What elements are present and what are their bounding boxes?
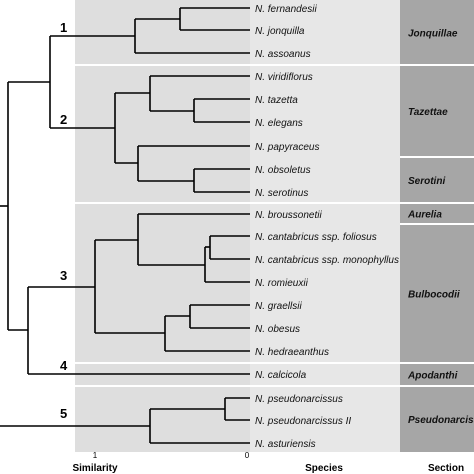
cluster-number: 4 [60, 358, 68, 373]
section-label: Pseudonarcissi [408, 415, 474, 426]
section-label: Aurelia [407, 210, 442, 221]
species-label: N. obesus [255, 324, 300, 335]
species-label: N. jonquilla [255, 26, 305, 37]
species-axis-label: Species [305, 463, 343, 474]
cluster-bands [75, 0, 400, 452]
section-label: Serotini [408, 176, 445, 187]
section-column: Jonquillae Tazettae Serotini Aurelia Bulboco… [400, 0, 474, 452]
species-label: N. broussonetii [255, 210, 322, 221]
species-label: N. cantabricus ssp. monophyllus [255, 255, 399, 266]
tick-left: 1 [93, 451, 98, 460]
species-label: N. elegans [255, 118, 303, 129]
species-label: N. viridiflorus [255, 72, 313, 83]
cluster-number: 5 [60, 406, 67, 421]
species-label: N. cantabricus ssp. foliosus [255, 232, 377, 243]
species-label: N. serotinus [255, 188, 308, 199]
species-band [250, 386, 400, 452]
section-block [400, 386, 474, 452]
section-block [400, 363, 474, 386]
cluster-band [75, 386, 400, 452]
species-label: N. papyraceus [255, 142, 319, 153]
section-label: Apodanthi [407, 371, 458, 382]
section-block [400, 157, 474, 203]
species-label: N. romieuxii [255, 278, 309, 289]
species-label: N. fernandesii [255, 4, 317, 15]
similarity-axis-label: Similarity [72, 463, 117, 474]
section-label: Tazettae [408, 107, 448, 118]
species-band [250, 0, 400, 65]
cluster-number: 1 [60, 20, 67, 35]
species-band [250, 363, 400, 386]
species-label: N. assoanus [255, 49, 311, 60]
species-band [250, 203, 400, 363]
species-label: N. pseudonarcissus [255, 394, 343, 405]
species-labels: N. fernandesii N. jonquilla N. assoanus N. … [255, 4, 399, 450]
section-block [400, 203, 474, 224]
section-block [400, 0, 474, 65]
cluster-numbers: 1 2 3 4 5 [60, 20, 68, 421]
tick-right: 0 [245, 451, 250, 460]
dendrogram-branches [0, 7, 250, 444]
cluster-band [75, 0, 400, 65]
species-label: N. obsoletus [255, 165, 311, 176]
species-label: N. hedraeanthus [255, 347, 329, 358]
section-block [400, 224, 474, 363]
cluster-band [75, 65, 400, 203]
species-label: N. asturiensis [255, 439, 316, 450]
cluster-number: 3 [60, 268, 67, 283]
species-band [250, 65, 400, 203]
species-label: N. tazetta [255, 95, 298, 106]
section-label: Jonquillae [408, 29, 458, 40]
cluster-band [75, 203, 400, 363]
axis-labels: 1 0 Similarity Species Section [72, 451, 464, 474]
cluster-number: 2 [60, 112, 67, 127]
section-label: Bulbocodii [408, 290, 460, 301]
species-label: N. graellsii [255, 301, 302, 312]
section-axis-label: Section [428, 463, 464, 474]
section-block [400, 65, 474, 157]
species-label: N. calcicola [255, 370, 307, 381]
species-label: N. pseudonarcissus II [255, 416, 351, 427]
